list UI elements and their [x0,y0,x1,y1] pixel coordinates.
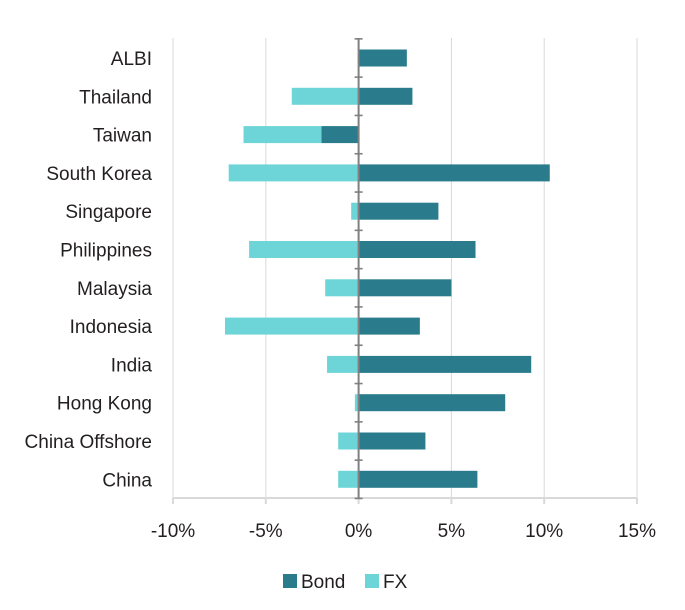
bar-fx-indonesia [224,317,359,335]
category-label-china: China [102,470,152,491]
bar-bond-hong-kong [358,394,506,412]
x-tick-label-5: -5% [249,521,283,542]
bar-fx-philippines [249,241,359,258]
legend-swatch-fx [365,574,379,588]
x-tick-label-15: 15% [618,521,656,542]
bar-bond-singapore [358,202,439,220]
bar-bond-philippines [358,241,476,258]
category-label-india: India [111,355,153,376]
bar-fx-singapore [351,202,359,220]
category-labels: ALBI Thailand Taiwan South Korea Singapore Ph… [25,49,153,491]
bar-fx-south-korea [228,164,359,182]
bar-bond-china-offshore [358,432,426,450]
bar-fx-india [327,355,359,373]
axes [172,38,638,504]
category-label-thailand: Thailand [79,87,152,108]
bar-fx-malaysia [325,279,359,297]
bar-bond-india [358,355,532,373]
bar-bond-albi [358,49,407,67]
bar-fx-china [338,470,359,488]
category-label-albi: ALBI [111,49,152,70]
bar-bond-south-korea [358,164,550,182]
legend: Bond FX [283,572,408,593]
bars [224,49,550,488]
x-tick-label-10: -10% [151,521,195,542]
category-label-taiwan: Taiwan [93,126,152,147]
x-tick-label-5: 5% [438,521,466,542]
category-label-hong-kong: Hong Kong [57,394,152,415]
x-tick-labels: -10% -5% 0% 5% 10% 15% [151,521,656,542]
bar-bond-indonesia [358,317,420,335]
x-tick-label-0: 0% [345,521,373,542]
bar-fx-thailand [291,87,359,105]
category-label-south-korea: South Korea [46,164,152,185]
bar-fx-china-offshore [338,432,359,450]
category-label-philippines: Philippines [60,241,152,262]
bar-bond-china [358,470,478,488]
category-label-malaysia: Malaysia [77,279,152,300]
legend-label-fx: FX [383,572,408,593]
category-label-singapore: Singapore [65,202,152,223]
legend-label-bond: Bond [301,572,345,593]
bar-fx-taiwan [243,126,322,144]
category-label-china-offshore: China Offshore [25,432,152,453]
bar-fx-hong-kong [354,394,359,412]
legend-swatch-bond [283,574,297,588]
x-tick-label-10: 10% [525,521,563,542]
bar-bond-thailand [358,87,413,105]
bar-bond-taiwan [321,126,359,144]
grid-lines [172,38,638,498]
bar-bond-malaysia [358,279,452,297]
category-label-indonesia: Indonesia [70,317,153,338]
